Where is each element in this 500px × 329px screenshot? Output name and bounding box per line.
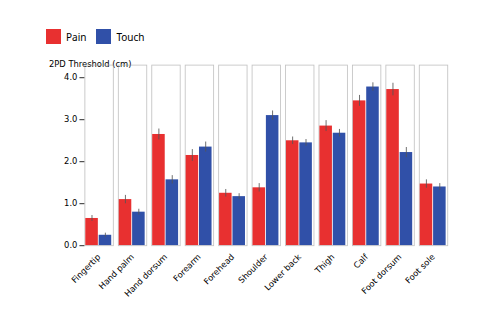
svg-text:3.0: 3.0 — [64, 114, 77, 124]
svg-text:Forehead: Forehead — [202, 252, 237, 287]
svg-text:Fingertip: Fingertip — [69, 252, 102, 285]
svg-text:Foot dorsum: Foot dorsum — [359, 252, 403, 296]
svg-text:4.0: 4.0 — [64, 72, 77, 82]
html-text:Touch: Touch — [116, 29, 145, 44]
html-text:Pain: Pain — [66, 29, 87, 44]
svg-text:Thigh: Thigh — [312, 252, 336, 276]
svg-text:Forearm: Forearm — [171, 252, 203, 284]
svg-text:2PD Threshold (cm): 2PD Threshold (cm) — [49, 59, 132, 69]
svg-text:Hand palm: Hand palm — [96, 251, 136, 292]
svg-text:2.0: 2.0 — [64, 156, 77, 166]
svg-text:0.0: 0.0 — [64, 240, 77, 250]
svg-text:Foot sole: Foot sole — [403, 252, 437, 286]
svg-text:Calf: Calf — [351, 251, 370, 270]
svg-text:1.0: 1.0 — [64, 198, 77, 208]
svg-text:Shoulder: Shoulder — [236, 251, 270, 285]
svg-text:Hand dorsum: Hand dorsum — [122, 252, 169, 297]
svg-text:Lower back: Lower back — [262, 252, 303, 293]
